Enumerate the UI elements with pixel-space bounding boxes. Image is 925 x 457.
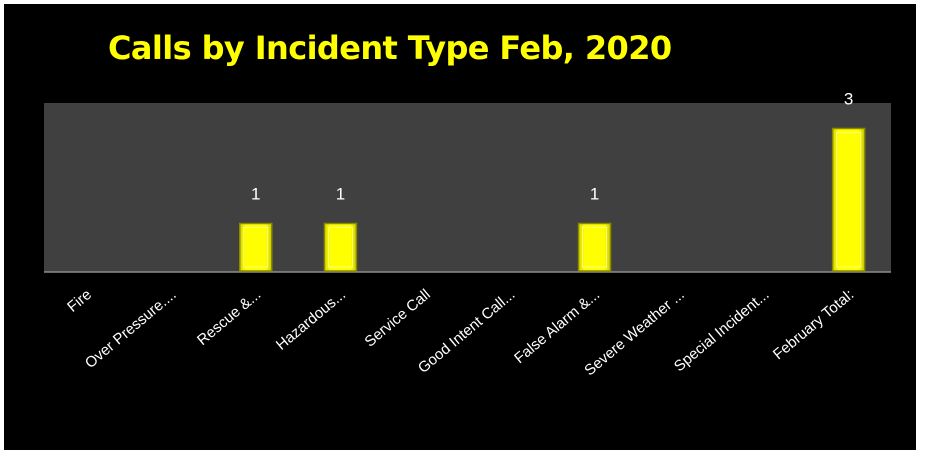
bar [239, 222, 273, 272]
plot-area [44, 103, 891, 272]
bar-bevel [243, 227, 269, 268]
chart-title: Calls by Incident Type Feb, 2020 [108, 29, 672, 67]
x-tick-label: February Total: [770, 286, 857, 363]
bar-bevel [582, 227, 608, 268]
bar [323, 222, 358, 272]
data-label: 1 [590, 185, 599, 204]
bar-bevel [327, 227, 353, 268]
bar-bevel [836, 132, 862, 268]
x-tick-label: Fire [64, 286, 95, 316]
bar [577, 222, 612, 272]
chart-frame: Calls by Incident Type Feb, 2020 Fire Ove… [4, 4, 916, 450]
data-label: 3 [844, 90, 853, 109]
bar [831, 127, 866, 272]
x-tick-label: False Alarm &... [511, 286, 603, 367]
x-tick-label: Over Pressure.... [82, 286, 180, 372]
data-label: 1 [251, 185, 260, 204]
x-tick-label: Service Call [361, 286, 433, 350]
data-label: 1 [336, 185, 345, 204]
x-tick-label: Hazardous... [273, 286, 349, 354]
x-tick-label: Rescue &... [194, 286, 264, 349]
